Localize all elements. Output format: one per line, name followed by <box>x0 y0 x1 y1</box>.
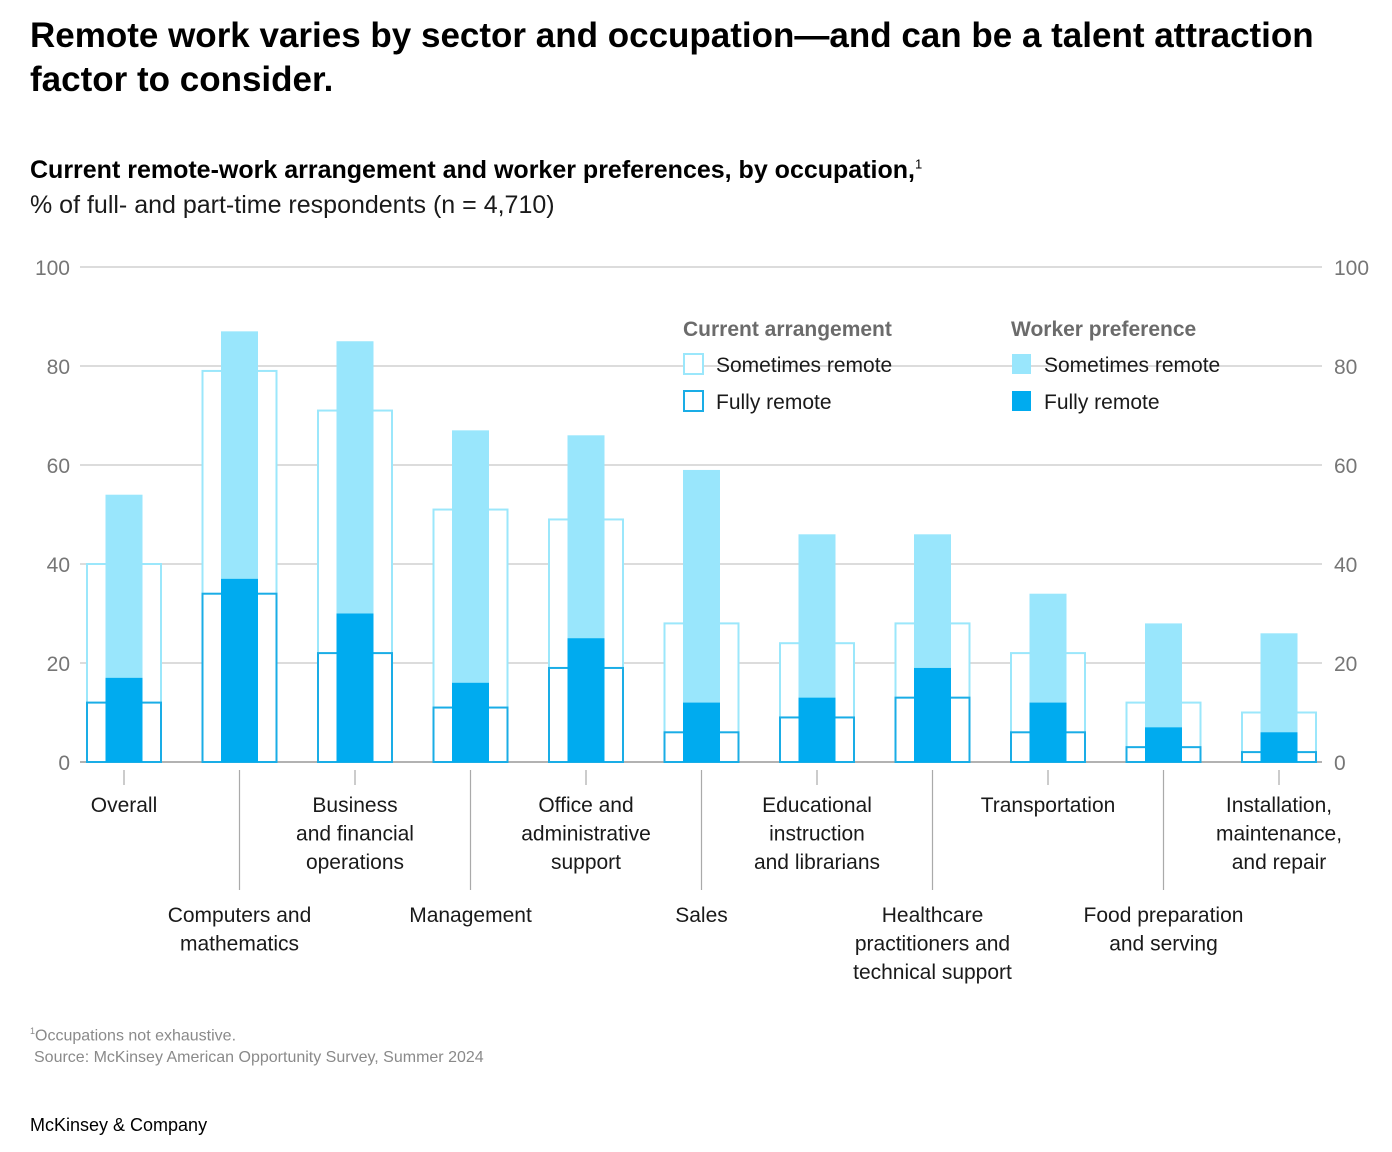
y-axis-left: 0 20 40 60 80 100 <box>35 257 70 775</box>
bar-group <box>86 494 162 763</box>
y-tick-label-right: 20 <box>1334 653 1357 676</box>
x-category-label: Management <box>409 904 532 927</box>
x-category-label: and financial <box>296 823 414 846</box>
x-category-label: Office and <box>538 794 633 817</box>
bar-group <box>663 469 740 764</box>
bar-group <box>548 435 624 764</box>
bar-preference-fully-remote <box>1260 732 1298 762</box>
bar-preference-fully-remote <box>221 578 258 762</box>
x-category-label: Overall <box>91 794 158 817</box>
source-line: Source: McKinsey American Opportunity Su… <box>34 1049 484 1067</box>
y-tick-label-right: 100 <box>1334 257 1369 280</box>
y-tick-label-left: 40 <box>47 554 70 577</box>
legend-group-title: Current arrangement <box>683 318 892 341</box>
legend-item-label: Fully remote <box>716 391 832 414</box>
legend-item-label: Fully remote <box>1044 391 1160 414</box>
x-category-label: Healthcare <box>882 904 984 927</box>
x-category-label: Computers and <box>168 904 312 927</box>
bar-group <box>1241 633 1317 763</box>
bar-preference-fully-remote <box>336 613 374 762</box>
x-category-label: Installation, <box>1226 794 1332 817</box>
chart-subtitle: Current remote-work arrangement and work… <box>30 156 922 185</box>
bar-preference-fully-remote <box>567 638 605 762</box>
bar-group <box>1010 593 1086 763</box>
bar-preference-fully-remote <box>1145 727 1182 762</box>
legend-item-label: Sometimes remote <box>716 354 892 377</box>
footnote-text: Occupations not exhaustive. <box>35 1027 237 1045</box>
legend-item-label: Sometimes remote <box>1044 354 1220 377</box>
legend: Current arrangement Sometimes remote Fully… <box>683 318 1220 414</box>
bars <box>86 331 1317 764</box>
y-tick-label-right: 0 <box>1334 752 1346 775</box>
x-category-label: operations <box>306 851 404 874</box>
chart-unit-label: % of full- and part-time respondents (n … <box>30 191 555 219</box>
subtitle-footnote-marker: 1 <box>914 156 923 172</box>
legend-swatch <box>1012 391 1031 411</box>
chart-subtitle-text: Current remote-work arrangement and work… <box>30 156 915 184</box>
legend-swatch <box>683 353 704 375</box>
bar-preference-fully-remote <box>798 697 836 762</box>
x-category-label: administrative <box>521 823 651 846</box>
x-axis: Overall Computers and mathematics Business a… <box>91 770 1342 984</box>
y-tick-label-left: 100 <box>35 257 70 280</box>
bar-group <box>1125 623 1202 764</box>
x-category-label: Educational <box>762 794 872 817</box>
y-axis-right: 0 20 40 60 80 100 <box>1334 257 1369 775</box>
y-tick-label-left: 60 <box>47 455 70 478</box>
x-category-label: and librarians <box>754 851 880 874</box>
x-category-label: Food preparation <box>1084 904 1244 927</box>
bar-preference-fully-remote <box>452 682 489 762</box>
x-category-label: Transportation <box>981 794 1116 817</box>
x-category-label: technical support <box>853 961 1012 984</box>
x-category-label: and serving <box>1109 933 1218 956</box>
brand-logo-text: McKinsey & Company <box>30 1115 208 1135</box>
bar-chart: 0 20 40 60 80 100 0 20 40 60 80 100 Overall Compute… <box>35 257 1369 984</box>
x-category-label: practitioners and <box>855 933 1010 956</box>
footnote: 1Occupations not exhaustive. Source: McK… <box>30 1020 484 1069</box>
y-tick-label-left: 20 <box>47 653 70 676</box>
legend-swatch <box>683 390 704 412</box>
x-category-label: Business <box>312 794 397 817</box>
bar-group <box>432 430 509 763</box>
legend-swatch <box>1012 354 1031 374</box>
x-category-label: mathematics <box>180 933 299 956</box>
bar-group <box>894 534 971 764</box>
footnote-line: 1Occupations not exhaustive. <box>30 1020 484 1047</box>
x-category-label: maintenance, <box>1216 823 1342 846</box>
bar-group <box>201 331 278 764</box>
bar-preference-fully-remote <box>683 702 720 762</box>
x-category-label: support <box>551 851 621 874</box>
bar-preference-fully-remote <box>1029 702 1067 762</box>
legend-group-title: Worker preference <box>1011 318 1196 341</box>
y-tick-label-left: 0 <box>58 752 70 775</box>
bar-group <box>317 341 393 763</box>
x-category-label: and repair <box>1232 851 1327 874</box>
footnote-marker: 1 <box>30 1026 36 1036</box>
x-category-label: Sales <box>675 904 728 927</box>
x-category-label: instruction <box>769 823 865 846</box>
bar-group <box>779 534 855 764</box>
bar-preference-fully-remote <box>914 667 951 762</box>
y-tick-label-right: 60 <box>1334 455 1357 478</box>
y-tick-label-left: 80 <box>47 356 70 379</box>
chart-headline: Remote work varies by sector and occupat… <box>30 16 1314 99</box>
y-tick-label-right: 80 <box>1334 356 1357 379</box>
y-tick-label-right: 40 <box>1334 554 1357 577</box>
bar-preference-fully-remote <box>105 677 143 762</box>
